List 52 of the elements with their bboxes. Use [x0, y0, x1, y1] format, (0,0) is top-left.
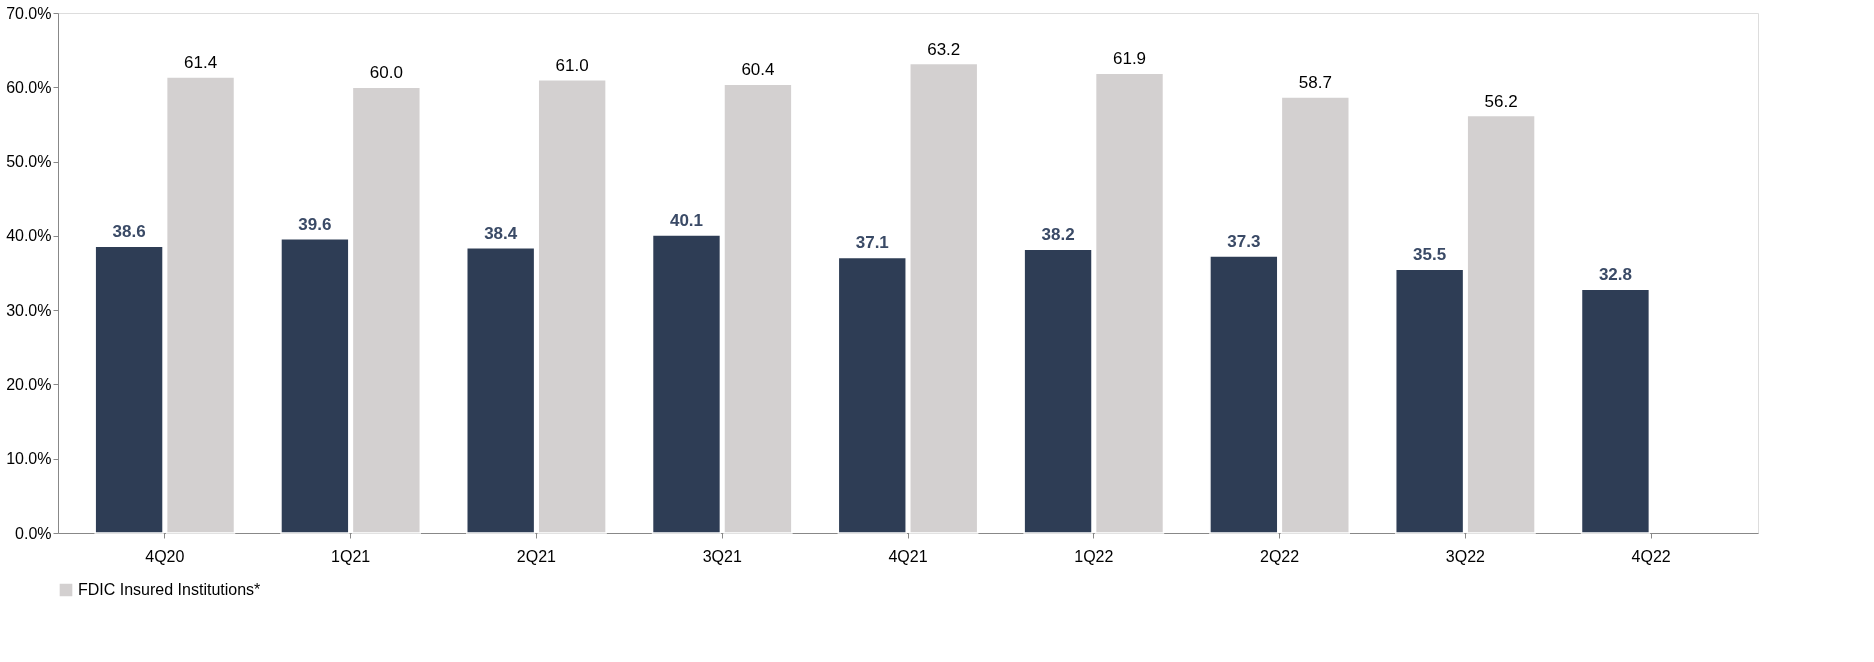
- bar: [837, 256, 907, 534]
- bar: [94, 245, 164, 534]
- data-label: 60.0: [369, 63, 403, 83]
- bar: [280, 238, 350, 534]
- data-label: 37.1: [855, 233, 889, 253]
- bar: [165, 76, 236, 534]
- x-tick-label: 2Q21: [516, 547, 557, 565]
- data-label: 61.9: [1112, 49, 1147, 69]
- data-label: 61.0: [555, 55, 589, 75]
- x-tick-label: 1Q22: [1074, 547, 1114, 565]
- data-label: 35.5: [1413, 245, 1447, 265]
- data-label: 37.3: [1227, 231, 1261, 251]
- data-label: 39.6: [298, 214, 332, 234]
- bar: [1394, 268, 1465, 534]
- y-tick-label: 0.0%: [15, 524, 52, 542]
- bar: [1209, 255, 1279, 534]
- bar: [1094, 72, 1165, 534]
- data-label: 38.2: [1041, 225, 1075, 245]
- data-label: 56.2: [1484, 91, 1518, 111]
- x-tick-label: 4Q20: [145, 547, 185, 565]
- y-tick-label: 60.0%: [6, 78, 52, 96]
- data-label: 32.8: [1598, 265, 1632, 285]
- bar: [537, 79, 607, 534]
- bar: [651, 234, 722, 534]
- y-tick-label: 30.0%: [6, 301, 52, 319]
- x-tick-label: 3Q22: [1445, 547, 1486, 565]
- bar: [351, 86, 422, 534]
- data-label: 63.2: [927, 39, 961, 59]
- y-tick-label: 20.0%: [6, 375, 52, 393]
- x-tick-label: 4Q21: [888, 547, 928, 565]
- bar: [1280, 96, 1351, 534]
- data-label: 38.4: [484, 223, 518, 243]
- data-label: 61.4: [184, 52, 218, 72]
- bar: [723, 83, 793, 534]
- data-label: 58.7: [1298, 72, 1332, 92]
- data-label: 38.6: [112, 222, 146, 242]
- x-tick-label: 1Q21: [331, 547, 371, 565]
- legend-label: FDIC Insured Institutions*: [78, 581, 261, 598]
- bar: [1466, 114, 1536, 534]
- x-tick-label: 2Q22: [1260, 547, 1300, 565]
- x-tick-label: 4Q22: [1631, 547, 1671, 565]
- bar: [1580, 288, 1651, 534]
- x-tick-label: 3Q21: [702, 547, 742, 565]
- bar: [465, 246, 536, 534]
- y-tick-label: 40.0%: [6, 227, 52, 245]
- y-tick-label: 10.0%: [6, 450, 52, 468]
- y-tick-label: 50.0%: [6, 153, 52, 171]
- data-label: 60.4: [741, 60, 775, 80]
- bar: [909, 62, 979, 534]
- bar: [1023, 248, 1093, 534]
- y-tick-label: 70.0%: [6, 4, 52, 22]
- data-label: 40.1: [669, 211, 704, 231]
